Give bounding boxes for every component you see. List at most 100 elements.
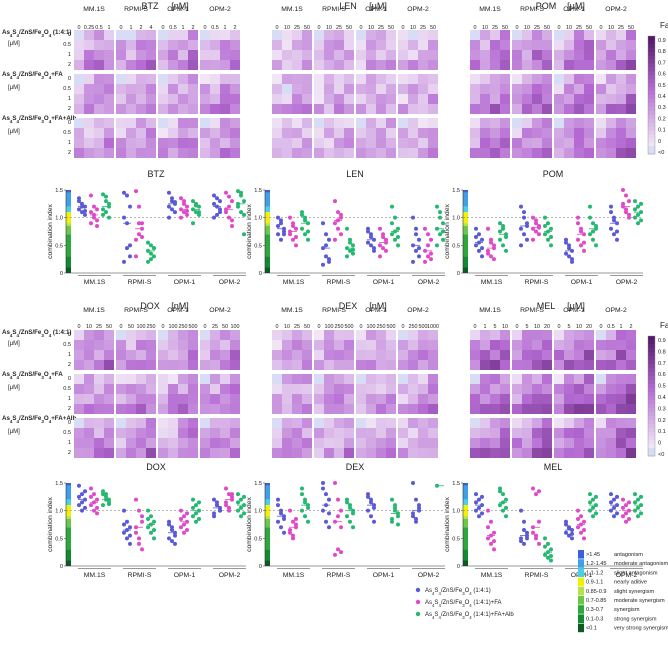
fa-scale-tick: 0.9 — [658, 338, 666, 344]
ci-data-point — [345, 226, 349, 231]
heatmap-cell — [386, 60, 396, 70]
heatmap-cell — [104, 374, 114, 384]
heatmap-cell — [564, 84, 574, 94]
ci-data-point — [191, 221, 195, 226]
heatmap-cell — [94, 384, 104, 394]
ci-data-point — [182, 530, 186, 535]
heatmap-cell — [272, 148, 282, 158]
heatmap-cell — [200, 60, 210, 70]
heatmap-cell — [178, 40, 188, 50]
heatmap-cell — [428, 438, 438, 448]
ci-data-point — [609, 500, 613, 505]
heatmap-cell — [554, 418, 564, 428]
heatmap-cell — [500, 148, 510, 158]
heatmap-cell — [500, 428, 510, 438]
ci-scale-bin — [66, 212, 71, 224]
ci-panel-title: LEN — [346, 169, 364, 179]
heatmap-cell — [116, 384, 126, 394]
ci-scale-bin — [66, 256, 71, 268]
heatmap-cell — [292, 360, 302, 370]
heatmap-row-concentration: 2 — [68, 150, 71, 156]
ci-y-axis-label: combination index — [47, 497, 54, 552]
heatmap-cell — [418, 350, 428, 360]
heatmap-cell — [104, 418, 114, 428]
heatmap-cell — [398, 418, 408, 428]
ci-data-point — [537, 541, 541, 546]
heatmap-cell — [230, 84, 240, 94]
heatmap-cell — [116, 374, 126, 384]
ci-scale-bin — [265, 527, 270, 550]
heatmap-dose-label: 0 — [120, 324, 123, 330]
ci-data-point — [80, 201, 84, 206]
heatmap-cell — [282, 74, 292, 84]
heatmap-cell — [74, 104, 84, 114]
heatmap-dose-label: 500 — [419, 324, 428, 330]
heatmap-cell — [116, 438, 126, 448]
ci-data-point — [390, 519, 394, 524]
heatmap-cell — [606, 448, 616, 458]
ci-scale-bin — [463, 560, 468, 566]
heatmap-cell — [188, 84, 198, 94]
ci-y-tick-label: 0 — [457, 271, 460, 277]
ci-data-point — [498, 503, 502, 508]
heatmap-dose-label: 500 — [387, 324, 396, 330]
heatmap-cell — [626, 438, 636, 448]
ci-data-point — [639, 210, 643, 215]
heatmap-cell — [490, 84, 500, 94]
ci-data-point — [92, 492, 96, 497]
heatmap-cell — [324, 94, 334, 104]
heatmap-cell — [564, 394, 574, 404]
ci-data-point — [636, 221, 640, 226]
fa-scale-segment — [648, 110, 655, 116]
ci-scale-bin — [66, 499, 71, 506]
ci-data-point — [486, 508, 490, 513]
heatmap-cell — [158, 60, 168, 70]
heatmap-cell — [596, 374, 606, 384]
heatmap-cell — [408, 418, 418, 428]
heatmap-cell — [210, 404, 220, 414]
heatmap-cell — [512, 30, 522, 40]
ci-y-axis-label: combination index — [444, 497, 451, 552]
heatmap-cell — [398, 384, 408, 394]
heatmap-cell-line-label: RPMI-S — [520, 307, 544, 314]
heatmap-cell — [356, 104, 366, 114]
heatmap-cell — [116, 84, 126, 94]
heatmap-cell — [200, 350, 210, 360]
ci-data-point — [149, 530, 153, 535]
ci-legend-range: 0.3-0.7 — [586, 607, 603, 613]
heatmap-cell — [200, 418, 210, 428]
heatmap-cell — [554, 384, 564, 394]
ci-data-point — [636, 514, 640, 519]
ci-data-point — [348, 240, 352, 245]
ci-data-point — [396, 511, 400, 516]
heatmap-cell — [532, 138, 542, 148]
heatmap-cell — [616, 360, 626, 370]
ci-data-point — [576, 237, 580, 242]
ci-data-point — [134, 497, 138, 502]
ci-data-point — [191, 207, 195, 212]
ci-data-point — [300, 226, 304, 231]
heatmap-cell — [158, 104, 168, 114]
heatmap-cell — [314, 94, 324, 104]
heatmap-cell — [606, 138, 616, 148]
ci-data-point — [77, 483, 81, 488]
heatmap-dose-label: 50 — [304, 25, 310, 31]
heatmap-cell — [314, 128, 324, 138]
ci-data-point — [579, 514, 583, 519]
heatmap-dose-label: 0 — [558, 324, 561, 330]
heatmap-cell — [564, 40, 574, 50]
ci-data-point — [104, 494, 108, 499]
ci-data-point — [384, 240, 388, 245]
heatmap-cell — [408, 340, 418, 350]
ci-data-point — [411, 243, 415, 248]
ci-data-point — [324, 492, 328, 497]
ci-data-point — [182, 201, 186, 206]
ci-data-point — [80, 492, 84, 497]
ci-data-point — [351, 508, 355, 513]
ci-data-point — [197, 508, 201, 513]
ci-data-point — [390, 232, 394, 237]
heatmap-cell — [366, 350, 376, 360]
ci-data-point — [492, 530, 496, 535]
ci-data-point — [122, 522, 126, 527]
